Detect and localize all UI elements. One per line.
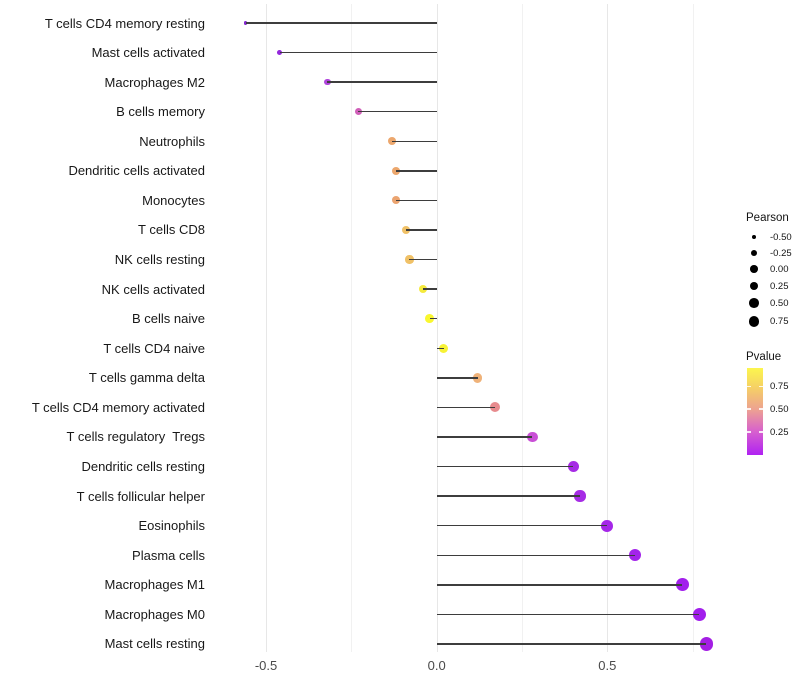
lollipop-dot — [692, 607, 707, 621]
lollipop-dot — [243, 21, 248, 25]
lollipop-dot — [567, 460, 579, 473]
y-axis-label: Mast cells activated — [91, 45, 205, 61]
lollipop-dot — [388, 137, 397, 146]
pearson-legend-title: Pearson — [746, 212, 789, 224]
lollipop-stem — [436, 377, 478, 379]
lollipop-dot — [489, 402, 500, 413]
lollipop-dot — [439, 343, 449, 353]
y-axis-label: Dendritic cells resting — [81, 459, 205, 475]
y-axis-label: Eosinophils — [138, 518, 206, 534]
pearson-legend-label: 0.25 — [770, 280, 789, 292]
gridline-minor — [522, 4, 524, 652]
lollipop-stem — [279, 51, 437, 54]
y-axis-label: NK cells activated — [101, 281, 205, 297]
lollipop-dot — [472, 373, 483, 383]
y-axis-label: NK cells resting — [114, 252, 205, 268]
pvalue-colorbar-tick — [747, 408, 751, 410]
y-axis-label: B cells memory — [116, 104, 205, 120]
gridline-minor — [692, 4, 694, 652]
lollipop-dot — [405, 255, 414, 264]
pvalue-colorbar-tick — [759, 385, 763, 388]
lollipop-stem — [395, 199, 437, 202]
lollipop-stem — [405, 229, 437, 231]
pearson-legend-dot — [748, 316, 760, 328]
lollipop-stem — [395, 170, 437, 172]
lollipop-stem — [245, 22, 437, 24]
pvalue-legend-label: 0.75 — [770, 380, 789, 392]
pearson-legend-label: 0.00 — [770, 263, 789, 275]
lollipop-stem — [358, 111, 437, 113]
lollipop-dot — [574, 490, 586, 502]
pearson-legend-label: -0.25 — [770, 247, 792, 259]
lollipop-stem — [436, 525, 608, 527]
pearson-legend-label: -0.50 — [770, 231, 792, 243]
lollipop-dot — [699, 637, 713, 651]
lollipop-dot — [601, 519, 614, 532]
y-axis-label: T cells gamma delta — [88, 370, 205, 386]
lollipop-stem — [392, 140, 437, 142]
y-axis-label: Dendritic cells activated — [68, 163, 205, 179]
lollipop-stem — [327, 81, 437, 83]
lollipop-stem — [423, 288, 437, 290]
pvalue-colorbar-tick — [759, 408, 763, 410]
gridline-major — [266, 4, 268, 652]
y-axis-label: T cells CD4 memory activated — [31, 399, 205, 415]
pearson-legend-dot — [750, 265, 758, 274]
y-axis-label: Mast cells resting — [104, 636, 205, 652]
lollipop-stem — [436, 347, 444, 349]
lollipop-stem — [436, 613, 700, 616]
pvalue-legend-label: 0.50 — [770, 403, 789, 415]
lollipop-dot — [628, 549, 641, 562]
pvalue-colorbar — [747, 368, 763, 455]
lollipop-dot — [418, 284, 428, 294]
y-axis-label: T cells CD4 naive — [103, 340, 205, 356]
pearson-legend-dot — [749, 281, 759, 291]
pvalue-legend-title: Pvalue — [746, 351, 782, 363]
lollipop-stem — [436, 643, 707, 645]
lollipop-stem — [436, 406, 495, 409]
x-axis-tick-label: 0.0 — [427, 658, 446, 673]
x-axis-tick-label: -0.5 — [254, 658, 278, 673]
lollipop-dot — [526, 431, 538, 443]
y-axis-label: Plasma cells — [132, 547, 205, 563]
pvalue-legend-label: 0.25 — [770, 426, 789, 438]
y-axis-label: Macrophages M2 — [104, 74, 205, 90]
lollipop-stem — [436, 465, 574, 468]
pearson-legend-label: 0.50 — [770, 297, 789, 309]
lollipop-stem — [436, 436, 533, 438]
lollipop-stem — [409, 258, 437, 261]
y-axis-label: T cells follicular helper — [76, 488, 205, 504]
pearson-legend-dot — [750, 250, 758, 257]
gridline-major — [607, 4, 609, 652]
lollipop-stem — [436, 584, 683, 586]
y-axis-label: T cells CD8 — [138, 222, 205, 238]
y-axis-label: Neutrophils — [139, 133, 205, 149]
y-axis-label: T cells regulatory Tregs — [66, 429, 205, 445]
pearson-legend-label: 0.75 — [770, 316, 789, 328]
gridline-minor — [351, 4, 353, 652]
pearson-legend-dot — [751, 235, 757, 240]
y-axis-label: Macrophages M0 — [104, 606, 205, 622]
x-axis-tick-label: 0.5 — [598, 658, 617, 673]
pearson-legend-dot — [749, 298, 759, 309]
lollipop-dot — [675, 578, 689, 592]
gridline-major — [436, 4, 438, 652]
lollipop-stem — [429, 318, 437, 320]
pvalue-colorbar-tick — [759, 431, 763, 433]
lollipop-stem — [436, 554, 635, 556]
pvalue-colorbar-tick — [747, 385, 751, 388]
y-axis-label: B cells naive — [132, 311, 205, 327]
lollipop-stem — [436, 495, 581, 497]
y-axis-label: T cells CD4 memory resting — [44, 15, 205, 31]
y-axis-label: Macrophages M1 — [104, 577, 205, 593]
y-axis-label: Monocytes — [142, 192, 205, 208]
pvalue-colorbar-tick — [747, 431, 751, 433]
